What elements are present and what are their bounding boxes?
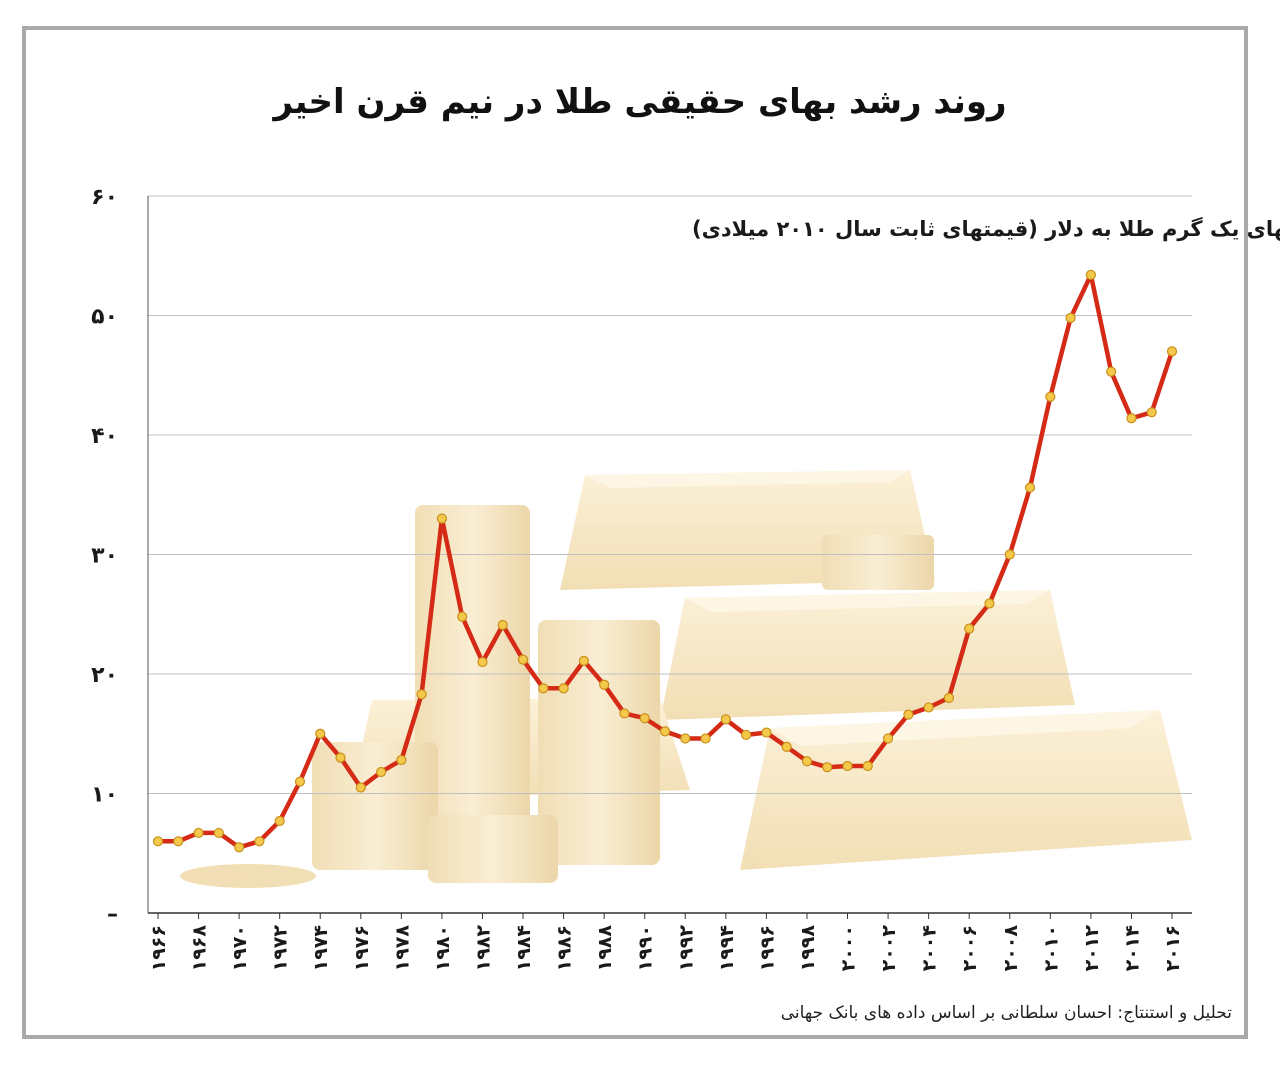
data-point	[984, 598, 995, 609]
data-point	[741, 729, 752, 741]
x-tick-label: ۲۰۰۶	[959, 925, 981, 971]
x-tick-label: ۲۰۱۶	[1162, 925, 1184, 971]
x-tick-label: ۲۰۰۸	[1000, 925, 1022, 972]
chart-subtitle: بهای یک گرم طلا به دلار (قیمتهای ثابت سا…	[692, 216, 1280, 241]
data-point	[477, 656, 488, 668]
data-point	[254, 836, 265, 847]
data-point	[964, 623, 975, 634]
data-point	[294, 776, 306, 787]
data-point	[416, 689, 427, 700]
series-gold-price	[152, 269, 1178, 853]
data-point	[436, 513, 448, 524]
x-tick-label: ۱۹۹۴	[716, 925, 738, 971]
data-point	[558, 683, 569, 694]
x-tick-label: ۱۹۷۸	[391, 925, 413, 972]
data-point	[1024, 482, 1036, 493]
data-point	[659, 726, 671, 737]
data-point	[1166, 346, 1178, 357]
data-point	[497, 619, 508, 631]
x-tick-label: ۱۹۸۰	[432, 925, 454, 971]
x-tick-label: ۱۹۶۶	[148, 925, 170, 971]
data-point	[1085, 269, 1096, 280]
x-tick-label: ۱۹۸۴	[513, 925, 535, 971]
x-tick-label: ۱۹۷۲	[270, 925, 292, 972]
data-point	[842, 760, 853, 772]
y-tick-label: ۲۰	[91, 663, 118, 688]
data-point	[822, 762, 833, 773]
data-point	[639, 713, 650, 724]
data-point	[152, 836, 164, 847]
x-tick-label: ۲۰۱۲	[1081, 925, 1103, 972]
data-point	[578, 655, 589, 666]
data-point	[173, 836, 184, 847]
x-tick-label: ۲۰۰۰	[838, 925, 860, 971]
y-tick-label: –	[107, 902, 118, 927]
x-tick-label: ۱۹۶۸	[189, 925, 211, 972]
gold-bars-background	[180, 470, 1192, 888]
data-point	[619, 708, 630, 719]
x-axis-labels: ۱۹۶۶ ۱۹۶۸ ۱۹۷۰ ۱۹۷۲ ۱۹۷۴ ۱۹۷۶ ۱۹۷۸ ۱۹۸۰ ۱۹۸۲ ۱۹۸۴…	[148, 913, 1184, 971]
y-tick-label: ۶۰	[91, 185, 118, 210]
data-point	[234, 842, 245, 853]
data-point	[193, 827, 204, 839]
x-tick-label: ۲۰۱۰	[1040, 925, 1062, 971]
data-point	[213, 827, 224, 839]
data-point	[700, 733, 711, 744]
data-point	[538, 683, 549, 694]
source-credit: تحلیل و استنتاج: احسان سلطانی بر اساس دا…	[780, 1003, 1232, 1023]
data-point	[720, 714, 731, 725]
data-point	[943, 692, 955, 704]
x-tick-label: ۲۰۰۲	[878, 925, 900, 972]
data-point	[680, 733, 691, 744]
data-point	[1065, 312, 1076, 323]
x-tick-label: ۱۹۷۴	[310, 925, 332, 971]
x-tick-label: ۱۹۹۶	[756, 925, 778, 971]
data-point	[761, 727, 772, 738]
x-tick-label: ۱۹۹۰	[635, 925, 657, 971]
data-point	[862, 760, 873, 772]
data-point	[396, 754, 407, 766]
data-point	[903, 709, 914, 720]
data-point	[517, 654, 529, 665]
data-point	[1045, 391, 1056, 402]
data-point	[1004, 549, 1015, 560]
y-tick-label: ۱۰	[91, 783, 118, 808]
x-tick-label: ۱۹۸۸	[594, 925, 616, 972]
x-tick-label: ۱۹۸۲	[472, 925, 494, 972]
data-point	[781, 741, 792, 752]
data-point	[457, 611, 468, 622]
data-point	[882, 733, 894, 744]
chart-title: روند رشد بهای حقیقی طلا در نیم قرن اخیر	[273, 82, 1007, 122]
data-point	[315, 728, 326, 739]
x-tick-label: ۱۹۹۲	[675, 925, 697, 972]
x-tick-label: ۱۹۸۶	[554, 925, 576, 971]
data-point	[375, 766, 387, 778]
data-point	[1106, 366, 1117, 377]
y-tick-label: ۳۰	[91, 544, 118, 569]
x-tick-label: ۱۹۷۶	[351, 925, 373, 971]
data-point	[1126, 413, 1137, 424]
y-tick-label: ۵۰	[91, 305, 118, 330]
data-point	[335, 752, 346, 763]
y-axis-labels: – ۱۰ ۲۰ ۳۰ ۴۰ ۵۰ ۶۰	[91, 185, 118, 927]
data-point	[1146, 407, 1157, 418]
data-point	[599, 679, 610, 690]
data-point	[274, 815, 285, 827]
y-tick-label: ۴۰	[91, 424, 118, 449]
x-tick-label: ۲۰۱۴	[1121, 925, 1143, 971]
data-point	[801, 756, 813, 767]
x-tick-label: ۲۰۰۴	[919, 925, 941, 971]
grid-lines	[148, 195, 1192, 794]
data-point	[923, 702, 934, 713]
x-tick-label: ۱۹۹۸	[797, 925, 819, 972]
x-tick-label: ۱۹۷۰	[229, 925, 251, 971]
data-point	[355, 782, 366, 793]
